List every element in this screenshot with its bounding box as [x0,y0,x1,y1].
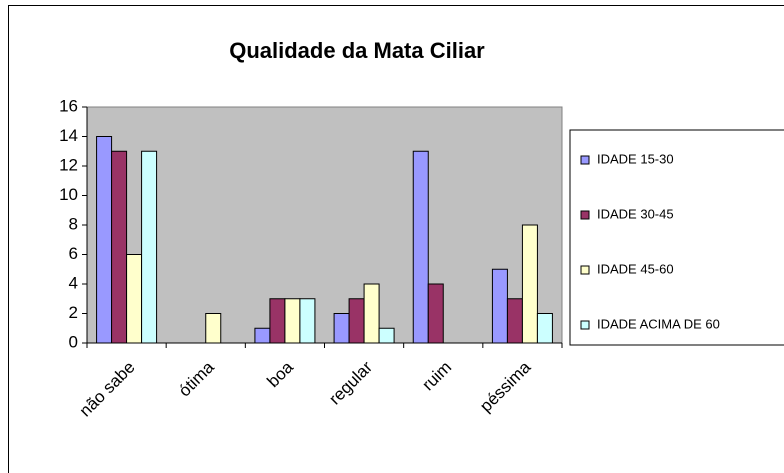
legend-swatch [580,155,590,165]
legend-box [569,129,784,346]
bar [96,136,113,344]
plot-area [86,106,563,344]
bar [412,150,429,344]
y-tick-label: 2 [69,303,78,322]
bar [333,313,350,344]
y-tick-label: 8 [69,214,78,233]
bar [427,283,444,344]
bar [284,298,301,344]
legend-swatch [580,210,590,220]
bar [141,150,158,344]
bar [491,268,508,344]
y-tick-label: 12 [59,155,78,174]
legend-swatch [580,265,590,275]
bar [269,298,286,344]
legend-label: IDADE 15-30 [597,151,674,166]
y-tick-label: 10 [59,185,78,204]
bar [254,327,271,344]
bar [111,150,128,344]
y-tick-label: 14 [59,126,78,145]
chart-title: Qualidade da Mata Ciliar [229,38,485,63]
bar [506,298,523,344]
legend-label: IDADE 45-60 [597,261,674,276]
bar [299,298,316,344]
y-tick-label: 16 [59,96,78,115]
bar [378,327,395,344]
bar [348,298,365,344]
y-tick-label: 0 [69,332,78,351]
legend-label: IDADE 30-45 [597,206,674,221]
legend-label: IDADE ACIMA DE 60 [597,316,720,331]
bar [363,283,380,344]
bar [126,254,143,344]
bar [205,313,222,344]
y-tick-label: 6 [69,244,78,263]
bar [521,224,538,344]
y-tick-label: 4 [69,273,78,292]
bar [536,313,553,344]
legend-swatch [580,320,590,330]
